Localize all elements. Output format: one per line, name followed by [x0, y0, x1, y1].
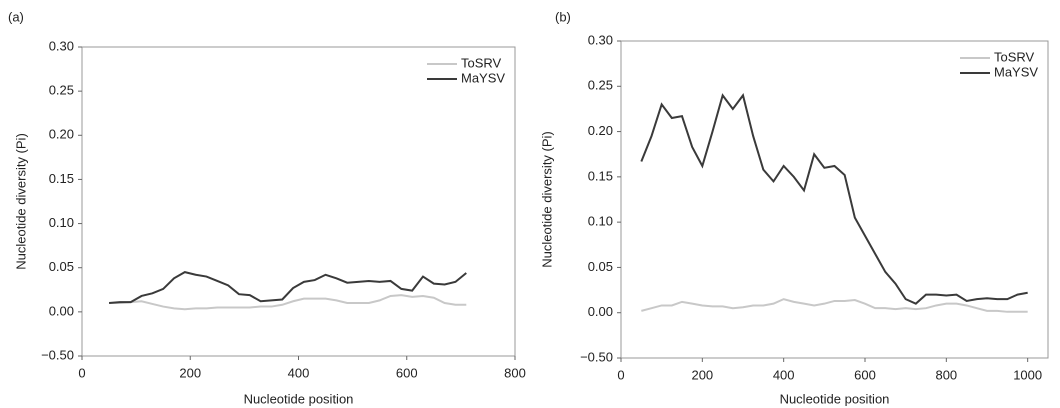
x-tick-label: 0	[78, 365, 85, 380]
y-axis-title: Nucleotide diversity (Pi)	[13, 133, 28, 270]
y-tick-label: −0.50	[41, 347, 74, 362]
plot-frame	[620, 40, 1049, 359]
legend-label: MaYSV	[461, 70, 505, 85]
y-tick-label: 0.30	[588, 32, 613, 47]
plot-frame	[81, 46, 516, 357]
x-tick-label: 1000	[1013, 367, 1042, 382]
x-tick-label: 400	[288, 365, 310, 380]
y-tick-label: 0.10	[588, 214, 613, 229]
x-tick-label: 200	[691, 367, 713, 382]
y-tick-label: 0.25	[49, 83, 74, 98]
x-tick-label: 800	[935, 367, 957, 382]
x-tick-label: 600	[396, 365, 418, 380]
y-tick-label: 0.05	[588, 259, 613, 274]
x-axis-title: Nucleotide position	[244, 391, 354, 406]
y-tick-label: 0.10	[49, 215, 74, 230]
data-line	[109, 294, 467, 311]
y-tick-label: 0.30	[49, 38, 74, 53]
data-line	[641, 298, 1028, 313]
y-tick-label: 0.20	[588, 123, 613, 138]
x-tick-label: 400	[773, 367, 795, 382]
y-tick-label: 0.00	[49, 303, 74, 318]
y-tick-label: 0.15	[588, 168, 613, 183]
y-tick-label: 0.25	[588, 78, 613, 93]
x-tick-label: 800	[504, 365, 526, 380]
y-tick-label: 0.00	[588, 304, 613, 319]
data-line	[640, 93, 1028, 305]
legend-label: MaYSV	[994, 64, 1038, 79]
data-line	[108, 271, 467, 305]
y-tick-label: −0.50	[580, 349, 613, 364]
panel-label: (a)	[8, 9, 24, 24]
x-tick-label: 200	[179, 365, 201, 380]
y-tick-label: 0.15	[49, 171, 74, 186]
x-axis-title: Nucleotide position	[780, 391, 890, 406]
legend-label: ToSRV	[994, 49, 1035, 64]
x-tick-label: 600	[854, 367, 876, 382]
y-tick-label: 0.20	[49, 127, 74, 142]
x-tick-label: 0	[617, 367, 624, 382]
y-tick-label: 0.05	[49, 259, 74, 274]
panel-label: (b)	[555, 9, 571, 24]
legend-label: ToSRV	[461, 55, 502, 70]
y-axis-title: Nucleotide diversity (Pi)	[539, 131, 554, 268]
